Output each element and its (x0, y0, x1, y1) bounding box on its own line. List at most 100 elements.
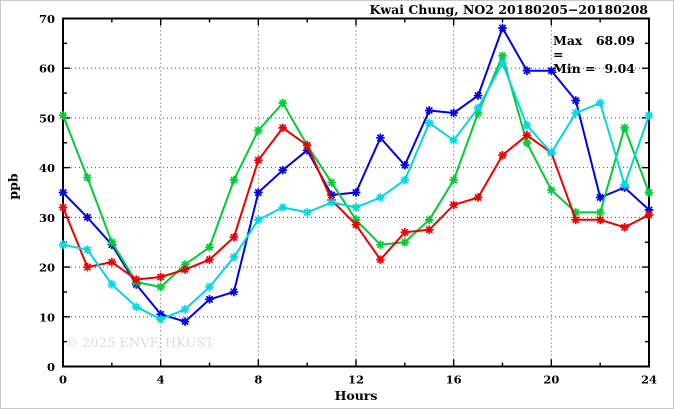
data-marker-day-1-blue (595, 193, 605, 202)
data-marker-day-1-blue (644, 205, 654, 215)
data-marker-day-1-blue (449, 108, 458, 118)
data-marker-day-4-cyan (498, 58, 507, 68)
max-value: 68.09 (595, 33, 635, 48)
data-marker-day-4-cyan (449, 136, 458, 145)
x-tick-label: 8 (254, 373, 262, 387)
x-tick-label: 4 (157, 373, 165, 387)
data-marker-day-4-cyan (351, 203, 361, 212)
data-marker-day-4-cyan (595, 98, 605, 108)
data-marker-day-1-blue (522, 66, 532, 75)
max-row: Max = 68.09 (553, 34, 635, 62)
data-marker-day-1-blue (473, 91, 483, 100)
data-marker-day-1-blue (571, 96, 581, 105)
data-marker-day-4-cyan (180, 305, 190, 314)
data-marker-day-3-red (522, 131, 532, 140)
data-marker-day-3-red (449, 200, 458, 210)
min-label: Min = (553, 61, 596, 76)
data-marker-day-3-red (595, 215, 605, 225)
data-marker-day-2-green (205, 242, 214, 252)
data-marker-day-4-cyan (522, 121, 532, 130)
data-marker-day-2-green (620, 123, 629, 133)
data-marker-day-3-red (180, 265, 190, 274)
watermark: © 2025 ENVF, HKUST (65, 336, 214, 351)
data-marker-day-2-green (58, 111, 68, 120)
data-marker-day-2-green (229, 175, 239, 185)
data-marker-day-4-cyan (58, 240, 68, 249)
data-marker-day-1-blue (302, 145, 312, 155)
data-marker-day-2-green (424, 215, 434, 225)
y-tick-label: 60 (39, 62, 55, 76)
min-value: 9.04 (604, 61, 635, 76)
data-marker-day-2-green (351, 215, 361, 225)
data-marker-day-4-cyan (376, 193, 385, 202)
data-marker-day-3-red (278, 123, 288, 133)
data-marker-day-3-red (205, 255, 214, 264)
data-marker-day-2-green (278, 98, 288, 108)
data-marker-day-2-green (107, 237, 117, 247)
y-axis-label: ppb (5, 173, 21, 200)
data-marker-day-1-blue (180, 317, 190, 326)
data-marker-day-3-red (156, 272, 165, 282)
data-marker-day-2-green (254, 126, 263, 135)
data-marker-day-4-cyan (400, 175, 410, 185)
x-tick-label: 0 (59, 373, 67, 387)
x-tick-label: 24 (641, 373, 657, 387)
data-marker-day-4-cyan (229, 252, 239, 262)
data-marker-day-2-green (327, 178, 336, 187)
data-marker-day-3-red (229, 232, 239, 242)
data-marker-day-1-blue (83, 213, 92, 222)
x-tick-label: 20 (543, 373, 559, 387)
y-tick-label: 10 (39, 310, 55, 324)
data-marker-day-2-green (644, 188, 654, 197)
data-marker-day-1-blue (58, 188, 68, 197)
data-marker-day-3-red (107, 257, 117, 267)
data-marker-day-4-cyan (571, 108, 581, 118)
data-marker-day-2-green (156, 282, 165, 292)
data-marker-day-1-blue (205, 295, 214, 304)
data-marker-day-3-red (254, 155, 263, 165)
y-tick-label: 20 (39, 261, 55, 275)
max-label: Max = (553, 33, 583, 62)
x-tick-label: 16 (446, 373, 462, 387)
data-marker-day-1-blue (424, 106, 434, 115)
y-tick-label: 70 (39, 12, 55, 26)
data-marker-day-1-blue (498, 23, 507, 33)
data-marker-day-3-red (131, 275, 141, 284)
data-marker-day-2-green (83, 173, 92, 182)
data-marker-day-4-cyan (107, 280, 117, 289)
data-marker-day-4-cyan (254, 215, 263, 225)
data-marker-day-2-green (376, 240, 385, 249)
min-row: Min = 9.04 (553, 62, 635, 76)
data-marker-day-4-cyan (205, 282, 214, 292)
data-marker-day-1-blue (254, 188, 263, 197)
data-marker-day-2-green (547, 185, 556, 195)
data-marker-day-2-green (400, 237, 410, 247)
data-marker-day-4-cyan (327, 198, 336, 207)
data-marker-day-1-blue (156, 310, 165, 319)
data-marker-day-3-red (351, 220, 361, 230)
y-tick-label: 30 (39, 211, 55, 225)
data-marker-day-4-cyan (424, 118, 434, 128)
data-marker-day-4-cyan (83, 245, 92, 254)
data-marker-day-3-red (620, 223, 629, 232)
data-marker-day-1-blue (278, 165, 288, 175)
data-marker-day-4-cyan (131, 302, 141, 312)
data-marker-day-1-blue (327, 190, 336, 200)
data-marker-day-3-red (83, 262, 92, 272)
data-marker-day-3-red (58, 203, 68, 212)
x-axis-label: Hours (334, 388, 378, 403)
data-marker-day-3-red (571, 215, 581, 225)
data-marker-day-3-red (376, 255, 385, 264)
data-marker-day-3-red (473, 193, 483, 202)
chart-title: Kwai Chung, NO2 20180205−20180208 (369, 2, 648, 17)
data-marker-day-3-red (400, 227, 410, 237)
data-marker-day-1-blue (547, 66, 556, 75)
data-marker-day-2-green (473, 108, 483, 118)
data-marker-day-2-green (522, 138, 532, 148)
data-marker-day-2-green (180, 260, 190, 269)
data-marker-day-3-red (302, 140, 312, 150)
y-tick-label: 0 (47, 360, 55, 374)
data-marker-day-1-blue (351, 188, 361, 197)
